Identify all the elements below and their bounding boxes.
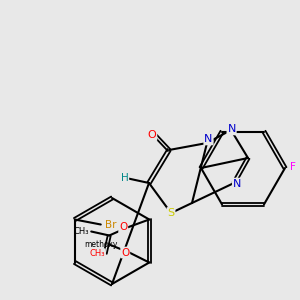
Text: F: F [290, 162, 296, 172]
Text: O: O [148, 130, 156, 140]
Text: O: O [119, 223, 128, 232]
Text: CH₃: CH₃ [74, 227, 89, 236]
Text: CH₃: CH₃ [89, 249, 105, 258]
Text: N: N [227, 124, 236, 134]
Text: N: N [233, 178, 241, 189]
Text: Br: Br [105, 220, 116, 230]
Text: S: S [167, 208, 175, 218]
Text: N: N [204, 134, 213, 144]
Text: methoxy: methoxy [85, 240, 118, 249]
Text: H: H [121, 173, 128, 183]
Text: O: O [121, 248, 129, 257]
